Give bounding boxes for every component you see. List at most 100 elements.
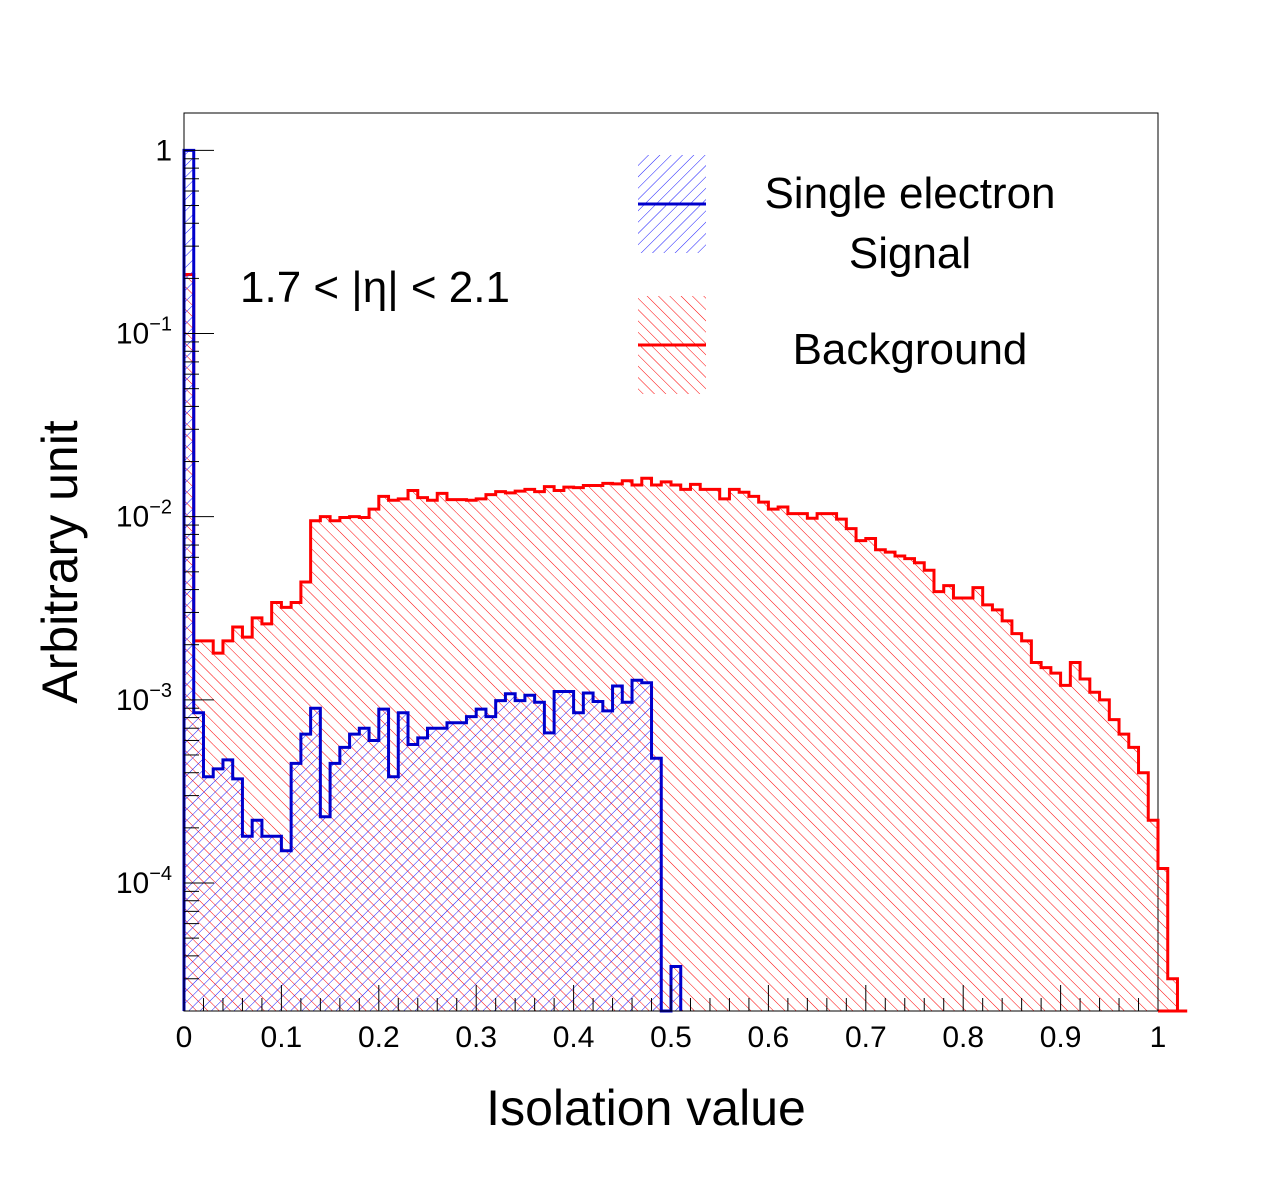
background-bar — [972, 587, 983, 1011]
signal-bar — [485, 716, 496, 1011]
background-bar — [388, 500, 399, 1011]
background-bar — [719, 498, 730, 1011]
background-outline — [182, 273, 1188, 1013]
background-bar — [904, 558, 915, 1011]
background-bar — [1128, 747, 1139, 1011]
signal-bar — [583, 692, 594, 1011]
signal-bar — [632, 680, 642, 1011]
background-bar — [748, 496, 759, 1011]
signal-bar — [310, 708, 321, 1011]
background-bar — [671, 484, 681, 1012]
x-tick-label: 0.6 — [748, 1021, 790, 1054]
background-bar — [826, 513, 837, 1011]
y-tick-label: 1 — [155, 134, 172, 167]
background-bar — [729, 489, 740, 1011]
signal-bar — [534, 702, 545, 1011]
background-bar — [1119, 734, 1129, 1011]
tick-labels: 0 0.1 0.2 0.3 0.4 0.5 0.6 0.7 0.8 0.9 1 1 10−1 10−2 10… — [116, 134, 1167, 1054]
legend-entry-signal: Single electron Signal — [638, 155, 1056, 278]
background-bar — [680, 489, 691, 1011]
x-tick-label: 0.1 — [261, 1021, 303, 1054]
signal-bar — [184, 150, 194, 1012]
legend-entry-background: Background — [638, 296, 1027, 394]
background-bar — [1080, 678, 1090, 1011]
y-tick-label: 10−4 — [116, 863, 172, 900]
background-bar — [943, 585, 954, 1011]
background-bar — [261, 623, 272, 1011]
background-bar — [758, 502, 769, 1011]
signal-bar — [622, 702, 633, 1011]
signal-bar — [671, 966, 681, 1011]
background-bar — [982, 604, 993, 1011]
background-bar — [992, 609, 1003, 1011]
signal-bar — [495, 700, 506, 1011]
signal-bar — [593, 701, 603, 1011]
signal-bar — [213, 768, 223, 1011]
legend-background-label: Background — [793, 325, 1028, 374]
signal-bar — [320, 816, 331, 1011]
x-tick-label: 0.5 — [650, 1021, 692, 1054]
background-bar — [1021, 640, 1032, 1011]
background-bar — [1002, 620, 1012, 1011]
signal-bar — [505, 693, 516, 1011]
background-bar — [1089, 692, 1100, 1011]
signal-bar — [456, 722, 467, 1011]
signal-bar — [554, 691, 564, 1011]
background-bar — [817, 513, 827, 1011]
background-bar — [895, 556, 905, 1011]
y-axis-title: Arbitrary unit — [32, 420, 88, 704]
background-bar — [963, 597, 973, 1011]
legend-signal-label-line2: Signal — [849, 229, 971, 278]
background-bar — [778, 506, 788, 1011]
background-bar — [281, 607, 292, 1011]
background-bar — [700, 489, 710, 1011]
signal-bar — [651, 758, 662, 1011]
signal-bar — [222, 759, 233, 1011]
background-bar — [1167, 978, 1178, 1011]
legend-signal-label-line1: Single electron — [764, 169, 1055, 218]
axes — [183, 113, 1159, 1012]
signal-bar — [203, 776, 214, 1011]
signal-bar — [641, 682, 652, 1011]
background-bar — [1031, 662, 1042, 1011]
signal-bar — [398, 712, 409, 1011]
background-bar — [875, 549, 886, 1011]
x-axis-title: Isolation value — [486, 1080, 806, 1136]
background-bar — [661, 481, 671, 1011]
background-bar — [1099, 699, 1110, 1011]
y-tick-label: 10−2 — [116, 497, 172, 534]
signal-bar — [271, 836, 282, 1011]
background-bar — [953, 597, 964, 1011]
signal-bar — [573, 712, 584, 1011]
signal-bar — [232, 778, 243, 1011]
background-bar — [271, 602, 282, 1011]
signal-bar — [252, 820, 262, 1011]
background-bar — [1050, 673, 1061, 1011]
background-bar — [856, 540, 866, 1011]
background-bar — [787, 513, 798, 1011]
background-bar — [846, 528, 857, 1011]
signal-bar — [427, 728, 438, 1011]
background-bar — [865, 538, 876, 1011]
signal-bar — [515, 700, 525, 1011]
signal-bar — [612, 685, 623, 1011]
background-bar — [320, 516, 331, 1011]
background-bar — [933, 591, 944, 1011]
background-bar — [885, 552, 896, 1011]
background-bar — [709, 489, 720, 1011]
histogram-bars — [182, 148, 1188, 1013]
signal-bar — [300, 734, 311, 1011]
background-bar — [1070, 662, 1081, 1011]
background-bar — [1011, 633, 1022, 1011]
background-bar — [1148, 820, 1158, 1011]
signal-bar — [242, 836, 253, 1011]
signal-outline — [182, 148, 683, 1013]
background-bar — [1041, 667, 1051, 1011]
signal-bar — [291, 763, 301, 1011]
background-bar — [1158, 868, 1168, 1011]
signal-bar — [408, 744, 418, 1011]
background-bar — [914, 562, 925, 1011]
signal-bar — [388, 776, 399, 1011]
